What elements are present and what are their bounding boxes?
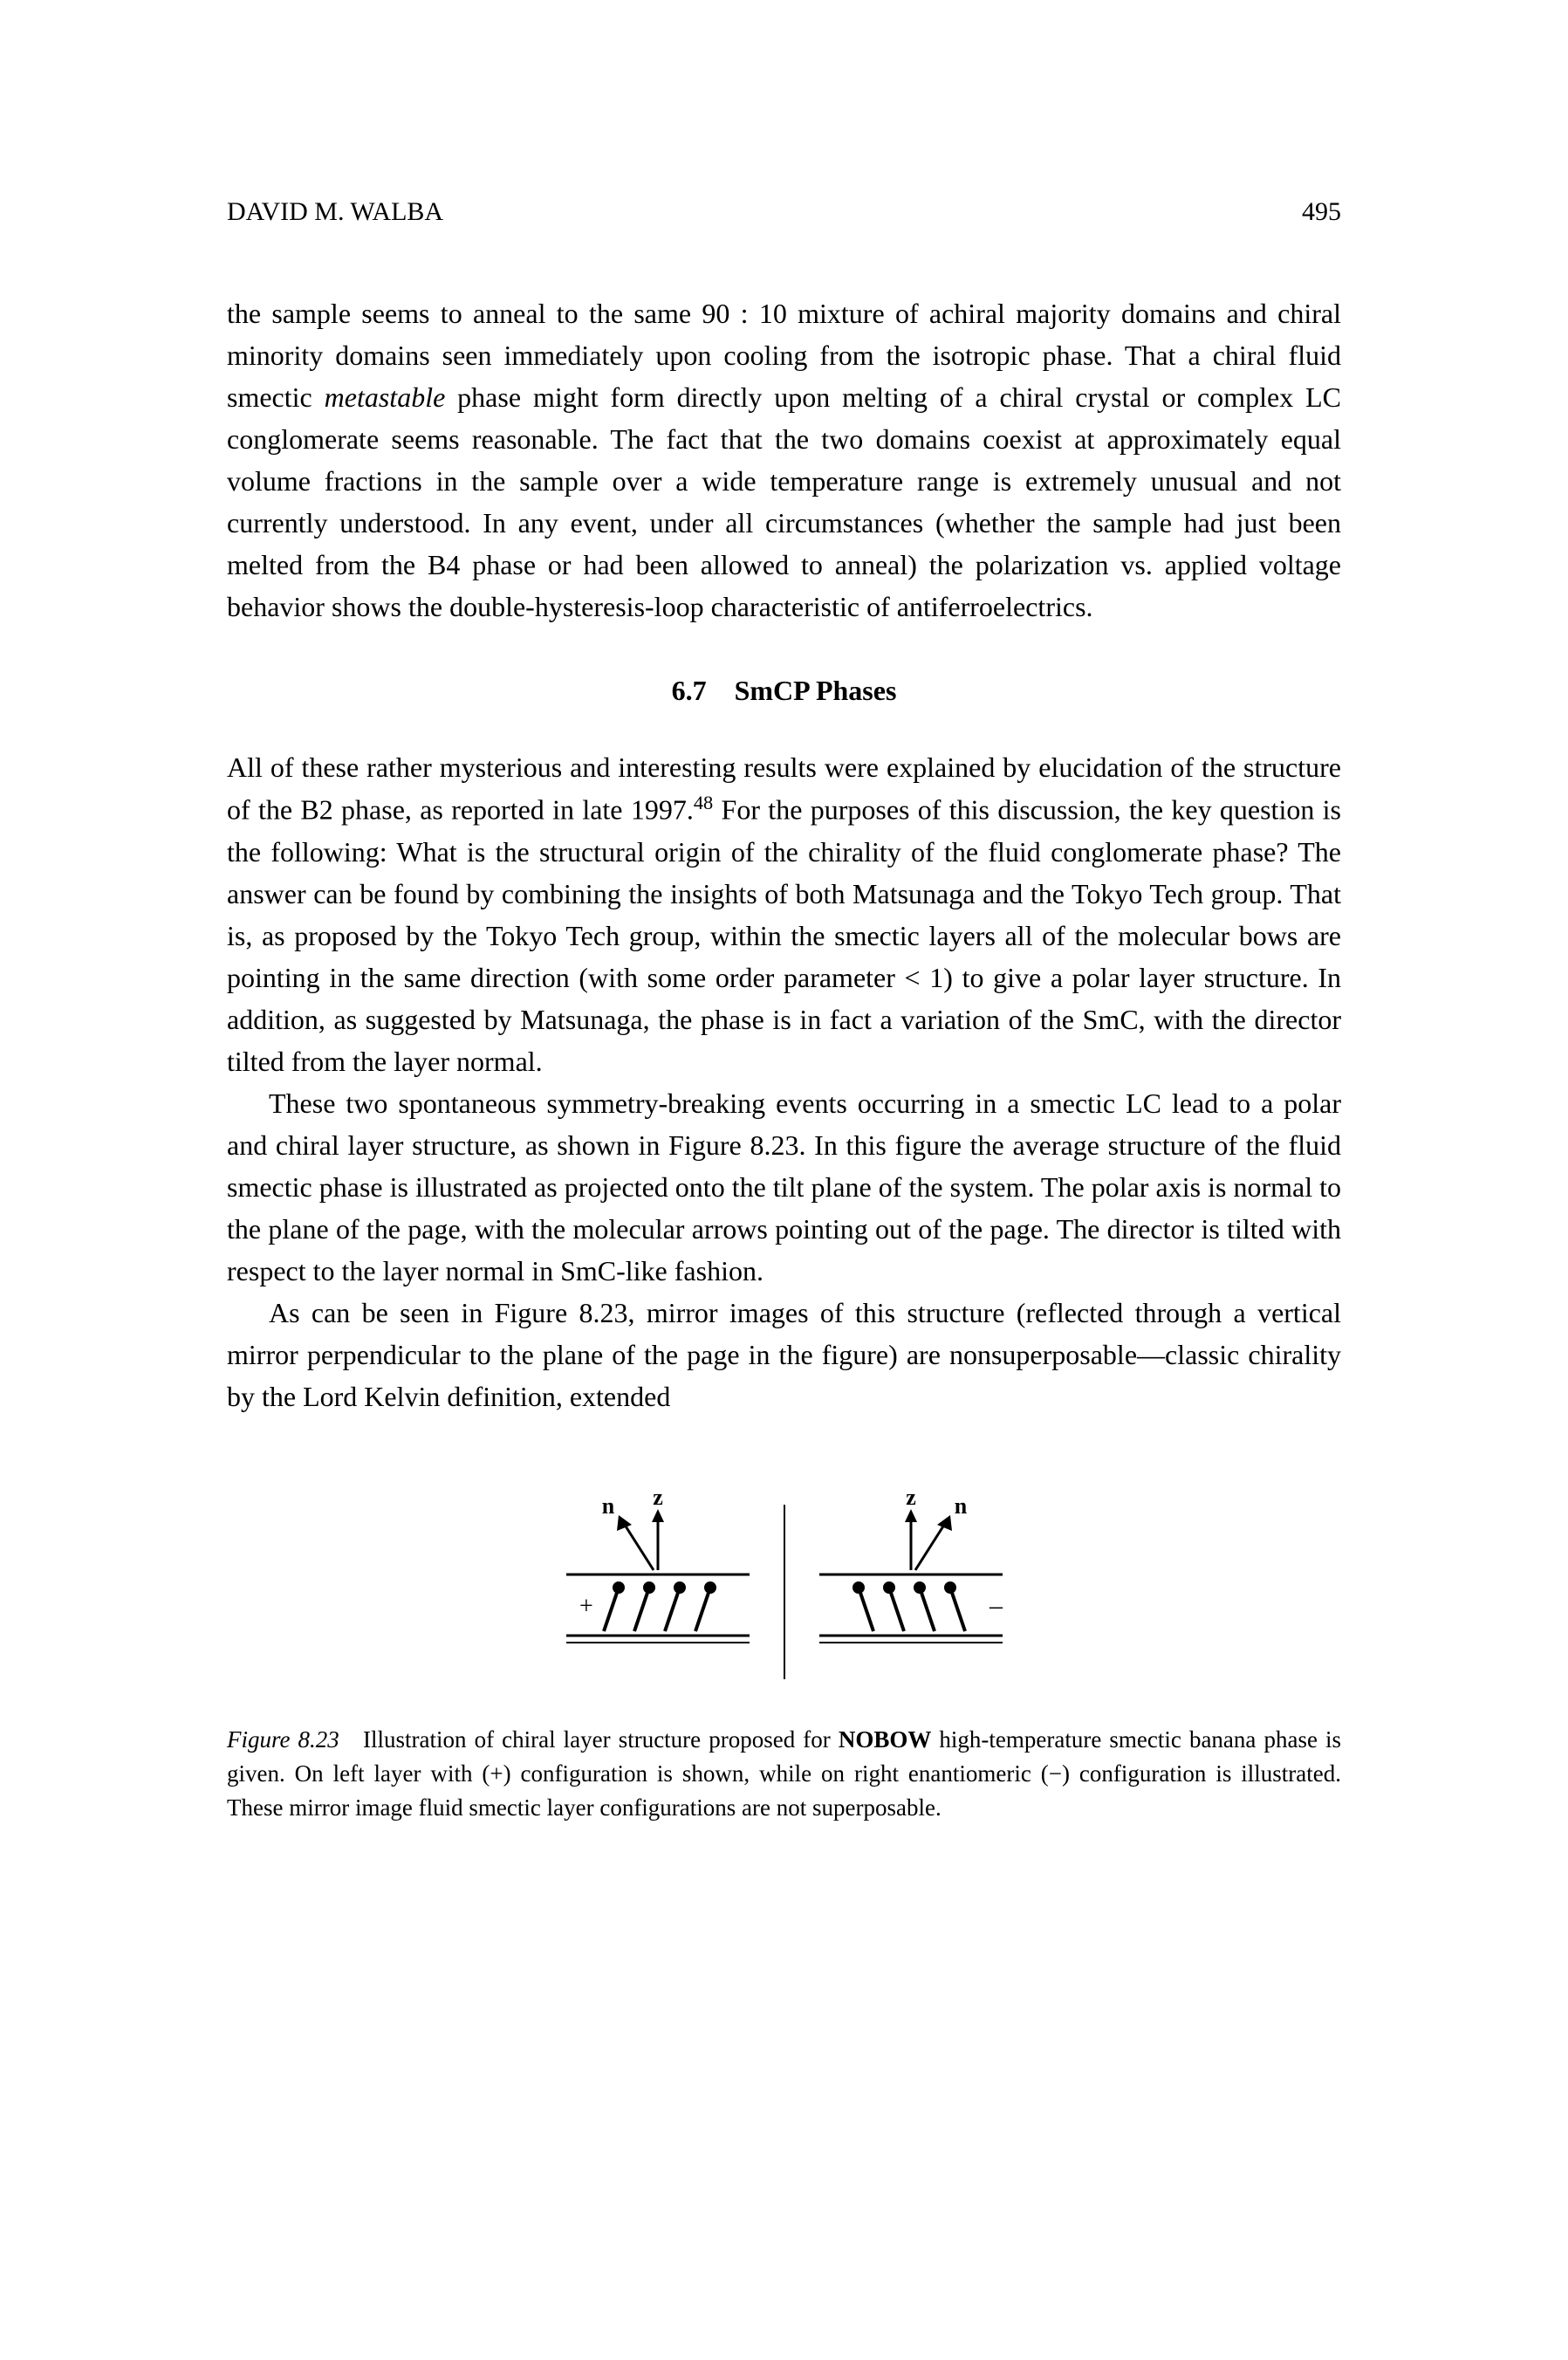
figure-svg: z n + — [505, 1470, 1064, 1697]
figure-caption: Figure 8.23 Illustration of chiral layer… — [227, 1723, 1341, 1825]
caption-text-a: Illustration of chiral layer structure p… — [363, 1726, 839, 1753]
author-name: DAVID M. WALBA — [227, 192, 443, 231]
molecule-right-4 — [946, 1583, 965, 1631]
molecule-left-4 — [695, 1583, 715, 1631]
page-number: 495 — [1302, 192, 1341, 231]
para2-text-b: For the purposes of this discussion, the… — [227, 794, 1341, 1077]
plus-label: + — [579, 1593, 593, 1620]
page-header: DAVID M. WALBA 495 — [227, 192, 1341, 231]
molecule-right-2 — [885, 1583, 904, 1631]
n-label-left: n — [601, 1493, 614, 1519]
reference-48: 48 — [694, 792, 713, 813]
molecule-right-3 — [915, 1583, 935, 1631]
caption-label: Figure 8.23 — [227, 1726, 339, 1753]
right-panel: z n – — [819, 1485, 1003, 1643]
left-panel: z n + — [566, 1485, 750, 1643]
paragraph-3: These two spontaneous symmetry-breaking … — [227, 1082, 1341, 1292]
paragraph-2: All of these rather mysterious and inter… — [227, 746, 1341, 1082]
paragraph-1: the sample seems to anneal to the same 9… — [227, 292, 1341, 628]
minus-label: – — [989, 1591, 1003, 1620]
molecule-left-1 — [604, 1583, 623, 1631]
para1-text-b: phase might form directly upon melting o… — [227, 381, 1341, 622]
molecule-left-2 — [634, 1583, 654, 1631]
n-label-right: n — [954, 1493, 967, 1519]
para1-italic: metastable — [325, 381, 446, 413]
caption-bold: NOBOW — [839, 1726, 932, 1753]
z-label-right: z — [906, 1485, 916, 1510]
molecule-right-1 — [854, 1583, 873, 1631]
figure-8-23: z n + — [227, 1470, 1341, 1697]
paragraph-4: As can be seen in Figure 8.23, mirror im… — [227, 1292, 1341, 1417]
z-label-left: z — [653, 1485, 663, 1510]
molecule-left-3 — [665, 1583, 684, 1631]
section-heading: 6.7 SmCP Phases — [227, 669, 1341, 711]
